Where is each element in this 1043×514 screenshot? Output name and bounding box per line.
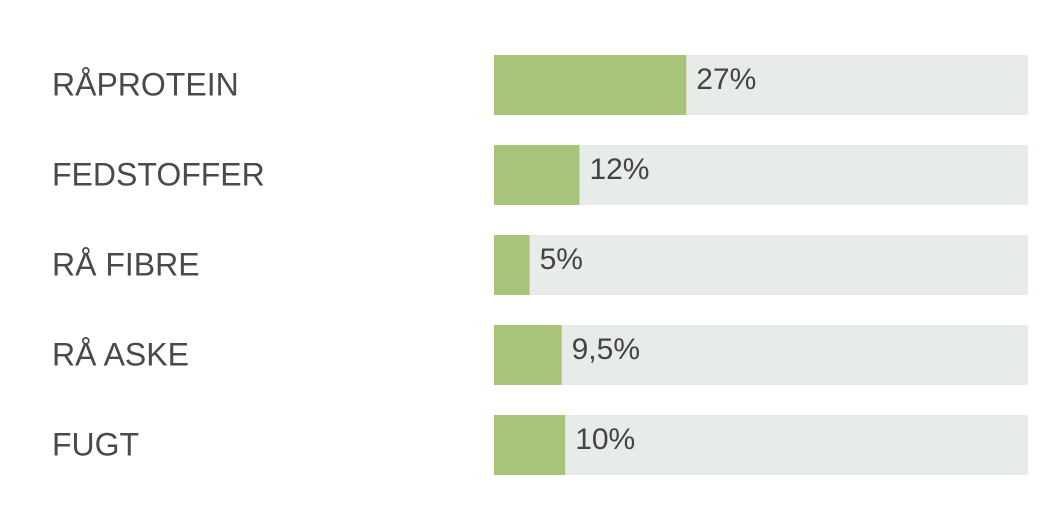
category-label: RÅPROTEIN [52,66,239,102]
bar [494,55,687,115]
value-label: 10% [575,423,635,456]
value-label: 27% [696,63,756,96]
value-label: 9,5% [572,333,640,366]
bar-track [494,415,1028,475]
category-label: RÅ FIBRE [52,246,200,282]
category-label: FEDSTOFFER [52,156,265,192]
bar-track [494,325,1028,385]
category-label: RÅ ASKE [52,336,189,372]
bar [494,145,580,205]
bar [494,415,566,475]
bar-track [494,235,1028,295]
bar [494,325,562,385]
category-label: FUGT [52,426,139,462]
value-label: 5% [540,243,583,276]
bar-track [494,145,1028,205]
bar [494,235,530,295]
value-label: 12% [589,153,649,186]
